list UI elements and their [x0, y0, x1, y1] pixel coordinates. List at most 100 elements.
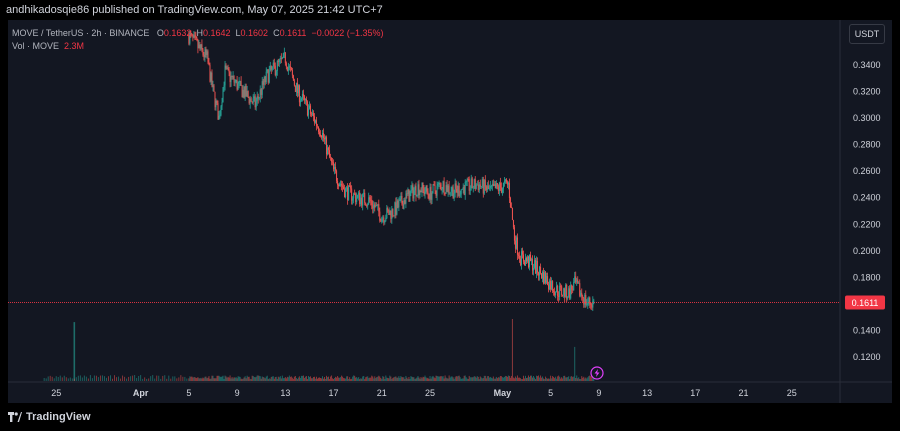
volume-bar: [231, 377, 233, 381]
volume-bar: [384, 378, 386, 381]
candle-body: [520, 251, 522, 265]
candle-body: [311, 113, 313, 115]
volume-bar: [444, 375, 446, 381]
candle-body: [391, 209, 393, 219]
lightning-icon[interactable]: [590, 366, 604, 380]
volume-bar: [352, 376, 354, 381]
volume-bar: [228, 377, 230, 381]
volume-bar: [358, 377, 360, 381]
volume-bar: [542, 376, 544, 381]
volume-bar: [587, 377, 589, 381]
volume-bar: [514, 376, 516, 381]
high-label: H: [196, 28, 203, 38]
volume-bar: [331, 375, 333, 381]
volume-bar: [47, 376, 49, 381]
volume-bar: [347, 376, 349, 381]
volume-bar: [583, 376, 585, 381]
volume-bar: [471, 377, 473, 381]
candle-body: [477, 184, 479, 191]
volume-bar: [588, 376, 590, 381]
volume-bar: [277, 376, 279, 381]
candle-body: [576, 279, 578, 283]
volume-bar: [425, 377, 427, 381]
candle-body: [224, 65, 226, 86]
volume-bar: [532, 377, 534, 381]
volume-bar: [252, 375, 254, 381]
volume-bar: [481, 378, 483, 381]
candle-body: [347, 187, 349, 200]
candle-body: [568, 288, 570, 298]
volume-bar: [65, 377, 67, 381]
volume-bar: [415, 378, 417, 381]
volume-bar: [392, 377, 394, 381]
candle-body: [556, 285, 558, 293]
candle-body: [206, 51, 208, 55]
tradingview-logo[interactable]: TradingView: [8, 411, 91, 423]
volume-bar: [572, 377, 574, 381]
candle-body: [422, 182, 424, 189]
volume-bar: [408, 376, 410, 381]
x-tick-label: 21: [377, 388, 387, 398]
volume-bar: [298, 376, 300, 381]
candle-body: [202, 49, 204, 55]
volume-bar: [116, 377, 118, 381]
volume-bar: [156, 375, 158, 381]
candle-body: [279, 58, 281, 60]
candle-body: [257, 96, 259, 99]
candle-body: [443, 181, 445, 194]
candle-body: [231, 76, 233, 78]
candle-body: [461, 189, 463, 190]
volume-bar: [122, 375, 124, 381]
candle-body: [561, 286, 563, 296]
candle-body: [378, 204, 380, 212]
volume-bar: [457, 375, 459, 381]
candle-body: [414, 186, 416, 191]
volume-bar: [75, 377, 77, 381]
candle-body: [585, 294, 587, 305]
candle-body: [317, 126, 319, 132]
volume-bar: [559, 376, 561, 381]
candle-body: [431, 192, 433, 200]
candle-body: [411, 185, 413, 191]
volume-bar: [477, 376, 479, 381]
symbol-name[interactable]: MOVE / TetherUS · 2h · BINANCE: [12, 28, 150, 38]
volume-bar: [502, 377, 504, 381]
volume-bar: [574, 346, 576, 381]
candle-body: [191, 34, 193, 36]
volume-bar: [573, 376, 575, 381]
candle-body: [209, 64, 211, 82]
volume-bar: [367, 376, 369, 381]
candle-body: [268, 70, 270, 83]
y-tick-label: 0.2800: [853, 140, 881, 150]
volume-bar: [335, 376, 337, 381]
volume-bar: [515, 377, 517, 381]
chart-panel[interactable]: [8, 20, 892, 403]
volume-bar: [503, 376, 505, 381]
volume-bar: [403, 377, 405, 381]
candle-body: [245, 85, 247, 97]
candle-body: [580, 292, 582, 296]
volume-bar: [440, 375, 442, 381]
volume-bar: [321, 378, 323, 381]
candle-body: [436, 185, 438, 196]
candle-body: [216, 100, 218, 104]
volume-bar: [511, 319, 513, 381]
candle-body: [397, 200, 399, 208]
candle-body: [570, 285, 572, 299]
volume-label[interactable]: Vol · MOVE: [12, 41, 60, 51]
candle-body: [456, 188, 458, 193]
candle-body: [479, 184, 481, 187]
candle-body: [522, 254, 524, 262]
volume-bar: [336, 377, 338, 381]
currency-button[interactable]: USDT: [849, 24, 885, 44]
volume-bar: [248, 376, 250, 381]
candle-body: [449, 192, 451, 194]
x-tick-label: 25: [51, 388, 61, 398]
volume-bar: [560, 378, 562, 381]
volume-bar: [522, 375, 524, 381]
volume-bar: [130, 376, 132, 381]
volume-bar: [182, 376, 184, 381]
volume-bar: [213, 378, 215, 381]
candle-body: [455, 183, 457, 189]
